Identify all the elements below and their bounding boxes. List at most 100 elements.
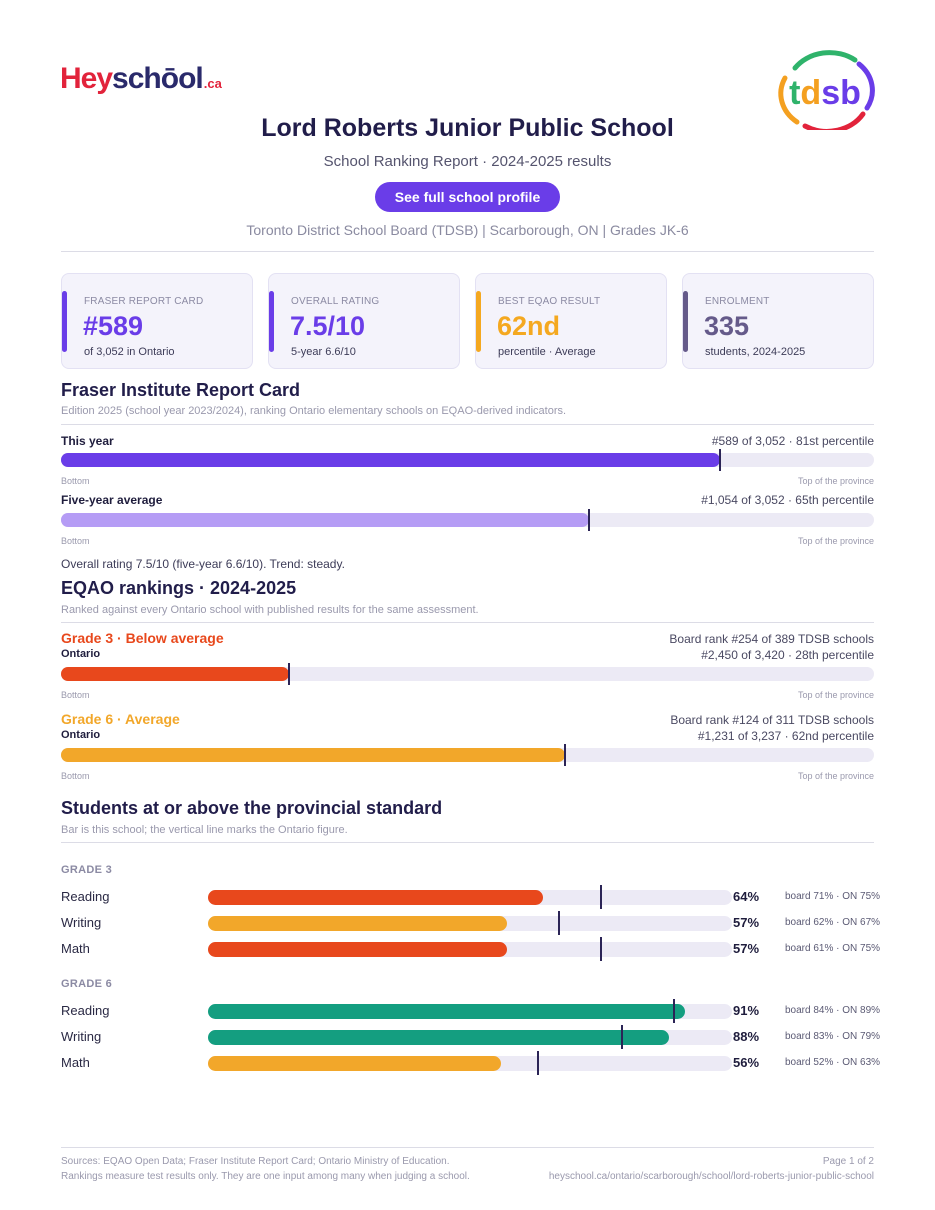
standards-note: Bar is this school; the vertical line ma… bbox=[61, 824, 348, 836]
fraser-heading: Fraser Institute Report Card bbox=[61, 380, 301, 400]
standards-ontario-marker bbox=[558, 911, 561, 935]
standards-ontario-marker bbox=[600, 937, 602, 961]
eqao-grade3-board-rank: Board rank #254 of 389 TDSB schools bbox=[669, 632, 874, 646]
standards-comparison: board 62% · ON 67% bbox=[785, 917, 881, 928]
card-accent bbox=[476, 291, 481, 352]
eqao-grade3-fill bbox=[61, 667, 289, 681]
standards-ontario-marker bbox=[537, 1051, 540, 1075]
eqao-grade3-rank: #2,450 of 3,420 · 28th percentile bbox=[701, 648, 874, 662]
card-sub: 5-year 6.6/10 bbox=[291, 346, 356, 358]
standards-ontario-marker bbox=[600, 885, 602, 909]
standards-ontario-marker bbox=[673, 999, 676, 1023]
card-best-eqao: BEST EQAO RESULT 62nd percentile · Avera… bbox=[475, 273, 667, 369]
standards-bar-fill bbox=[208, 1056, 502, 1071]
standards-divider bbox=[61, 842, 874, 843]
logo-school-text: schōol bbox=[112, 62, 204, 95]
standards-percent: 91% bbox=[733, 1003, 760, 1018]
eqao-grade6-marker bbox=[564, 744, 567, 766]
fraser-five-year-rank: #1,054 of 3,052 · 65th percentile bbox=[701, 493, 874, 507]
fraser-five-year-fill bbox=[61, 513, 590, 527]
standards-bar-track bbox=[208, 999, 732, 1023]
card-overall-rating: OVERALL RATING 7.5/10 5-year 6.6/10 bbox=[268, 273, 460, 369]
standards-comparison: board 71% · ON 75% bbox=[785, 891, 881, 902]
card-label: BEST EQAO RESULT bbox=[498, 296, 601, 307]
axis-top-label: Top of the province bbox=[797, 690, 874, 700]
standards-percent: 56% bbox=[733, 1055, 760, 1070]
page-title: Lord Roberts Junior Public School bbox=[261, 114, 674, 142]
standards-bar-track bbox=[208, 1025, 732, 1049]
standards-bar-fill bbox=[208, 916, 507, 931]
eqao-grade3-scope: Ontario bbox=[61, 648, 101, 660]
eqao-grade3-marker bbox=[287, 663, 290, 685]
standards-subject-label: Writing bbox=[61, 1029, 102, 1044]
card-fraser-rank: FRASER REPORT CARD #589 of 3,052 in Onta… bbox=[61, 273, 253, 369]
fraser-this-year-marker bbox=[718, 449, 721, 471]
card-sub: percentile · Average bbox=[498, 346, 596, 358]
fraser-five-year-label: Five-year average bbox=[61, 493, 163, 507]
header-divider bbox=[61, 251, 874, 252]
logo-hey-text: Hey bbox=[60, 62, 113, 95]
eqao-grade6-scope: Ontario bbox=[61, 729, 101, 741]
fraser-five-year-marker bbox=[588, 509, 591, 531]
footer-url[interactable]: heyschool.ca/ontario/scarborough/school/… bbox=[548, 1171, 874, 1182]
eqao-grade3-track bbox=[61, 663, 874, 685]
card-accent bbox=[62, 291, 67, 352]
card-sub: students, 2024-2025 bbox=[705, 346, 806, 358]
footer-sources: Sources: EQAO Open Data; Fraser Institut… bbox=[61, 1154, 470, 1184]
eqao-divider bbox=[61, 622, 874, 623]
standards-bar-fill bbox=[208, 1004, 685, 1019]
eqao-grade6-heading: Grade 6 · Average bbox=[61, 711, 180, 727]
standards-bar-track bbox=[208, 937, 732, 961]
page-subtitle: School Ranking Report · 2024-2025 result… bbox=[323, 153, 612, 170]
eqao-grade6-fill bbox=[61, 748, 566, 762]
standards-bar-fill bbox=[208, 1030, 670, 1045]
standards-percent: 57% bbox=[733, 941, 760, 956]
standards-subject-label: Math bbox=[61, 1055, 90, 1070]
standards-bar-fill bbox=[208, 890, 544, 905]
eqao-grade6-board-rank: Board rank #124 of 311 TDSB schools bbox=[670, 713, 874, 727]
page-number: Page 1 of 2 bbox=[822, 1156, 874, 1167]
fraser-divider bbox=[61, 424, 874, 425]
card-label: ENROLMENT bbox=[705, 296, 770, 307]
tdsb-logo: tdsb bbox=[778, 50, 875, 130]
logo-ca-text: .ca bbox=[203, 76, 222, 91]
fraser-five-year-track bbox=[61, 509, 874, 531]
full-profile-button[interactable]: See full school profile bbox=[375, 182, 560, 212]
fraser-summary: Overall rating 7.5/10 (five-year 6.6/10)… bbox=[61, 557, 345, 571]
fraser-this-year-label: This year bbox=[61, 434, 114, 448]
eqao-note: Ranked against every Ontario school with… bbox=[61, 604, 479, 616]
eqao-grade6-track bbox=[61, 744, 874, 766]
standards-bar-fill bbox=[208, 942, 507, 957]
standards-subject-label: Reading bbox=[61, 1003, 110, 1018]
card-label: FRASER REPORT CARD bbox=[84, 296, 204, 307]
standards-ontario-marker bbox=[620, 1025, 623, 1049]
heyschool-logo[interactable]: Hey schōol .ca bbox=[60, 62, 222, 98]
card-accent bbox=[269, 291, 274, 352]
fraser-note: Edition 2025 (school year 2023/2024), ra… bbox=[61, 405, 567, 417]
fraser-this-year-fill bbox=[61, 453, 720, 467]
standards-comparison: board 84% · ON 89% bbox=[785, 1005, 881, 1016]
footer-divider bbox=[61, 1147, 874, 1148]
standards-comparison: board 61% · ON 75% bbox=[785, 943, 881, 954]
standards-subject-label: Reading bbox=[61, 889, 110, 904]
standards-subject-label: Math bbox=[61, 941, 90, 956]
standards-subject-label: Writing bbox=[61, 915, 102, 930]
card-value: 335 bbox=[704, 311, 750, 341]
card-value: #589 bbox=[83, 311, 144, 341]
axis-bottom-label: Bottom bbox=[61, 476, 90, 486]
eqao-grade6-rank: #1,231 of 3,237 · 62nd percentile bbox=[697, 729, 874, 743]
axis-top-label: Top of the province bbox=[797, 771, 874, 781]
footer-disclaimer-text: Rankings measure test results only. They… bbox=[61, 1171, 470, 1182]
footer-right: Page 1 of 2 heyschool.ca/ontario/scarbor… bbox=[549, 1154, 874, 1184]
card-accent bbox=[683, 291, 688, 352]
standards-bar-track bbox=[208, 885, 732, 909]
standards-group-label: GRADE 3 bbox=[61, 864, 112, 876]
standards-group-label: GRADE 6 bbox=[61, 978, 112, 990]
axis-top-label: Top of the province bbox=[797, 536, 874, 546]
school-meta: Toronto District School Board (TDSB) | S… bbox=[246, 222, 689, 238]
standards-percent: 88% bbox=[733, 1029, 760, 1044]
fraser-this-year-track bbox=[61, 449, 874, 471]
svg-text:tdsb: tdsb bbox=[789, 74, 861, 112]
axis-bottom-label: Bottom bbox=[61, 771, 90, 781]
eqao-heading: EQAO rankings · 2024-2025 bbox=[61, 578, 297, 598]
